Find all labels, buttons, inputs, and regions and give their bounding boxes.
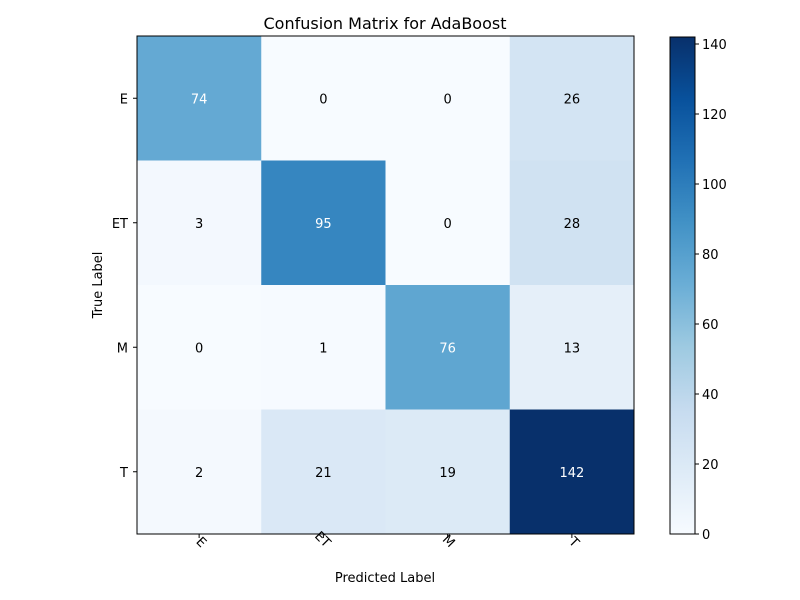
heatmap-cell [385,409,511,535]
heatmap-cell [137,409,262,535]
y-axis-label: True Label [91,252,106,320]
x-tick-label: T [565,534,582,551]
heatmap-cell [385,160,511,286]
cell-value-label: 0 [195,341,203,356]
heatmap-cell [137,285,262,410]
heatmap-cell [509,160,635,286]
colorbar-gradient [669,36,696,535]
cell-value-label: 76 [439,341,456,356]
cell-value-label: 0 [443,92,451,107]
heatmap-cell [137,160,262,286]
plot-frame [136,35,635,535]
cell-value-label: 95 [315,217,332,232]
cell-value-label: 13 [564,341,581,356]
heatmap-cell [261,285,386,410]
colorbar-ticks: 0 20 40 60 80 100 120 140 [695,38,727,543]
y-tick-label: T [119,466,128,481]
heatmap-cell [509,285,635,410]
x-axis-label: Predicted Label [335,571,435,586]
heatmap-cell [385,285,511,410]
cell-value-label: 2 [195,466,203,481]
colorbar-tick-label: 80 [702,248,719,263]
heatmap-cell [261,409,386,535]
cell-value-label: 28 [564,217,581,232]
y-tick-label: E [120,92,128,107]
cell-value-label: 142 [559,466,584,481]
colorbar-tick-label: 60 [702,318,719,333]
cell-value-label: 19 [439,466,456,481]
heatmap-cell [261,36,386,161]
cell-value-label: 1 [319,341,327,356]
chart-title: Confusion Matrix for AdaBoost [263,14,506,33]
cell-value-label: 0 [319,92,327,107]
colorbar-tick-label: 100 [702,178,727,193]
colorbar-tick-label: 40 [702,388,719,403]
heatmap-cell [509,409,635,535]
cell-value-label: 74 [191,92,208,107]
colorbar-tick-label: 20 [702,458,719,473]
cell-value-label: 0 [443,217,451,232]
heatmap-cell [385,36,511,161]
x-tick-label: M [439,532,458,551]
colorbar: 0 20 40 60 80 100 120 140 [669,36,727,543]
heatmap-cell [509,36,635,161]
heatmap-cells: 74 0 0 26 3 95 0 28 0 1 76 13 2 21 19 142 [137,36,635,535]
heatmap-cell [137,36,262,161]
cell-value-label: 21 [315,466,332,481]
colorbar-tick-label: 0 [702,528,710,543]
cell-value-label: 3 [195,217,203,232]
colorbar-tick-label: 140 [702,38,727,53]
x-tick-label: E [192,534,208,550]
colorbar-tick-label: 120 [702,108,727,123]
y-axis-ticks: E ET M T [112,92,137,481]
y-tick-label: M [117,341,128,356]
y-tick-label: ET [112,217,128,232]
cell-value-label: 26 [564,92,581,107]
heatmap-cell [261,160,386,286]
